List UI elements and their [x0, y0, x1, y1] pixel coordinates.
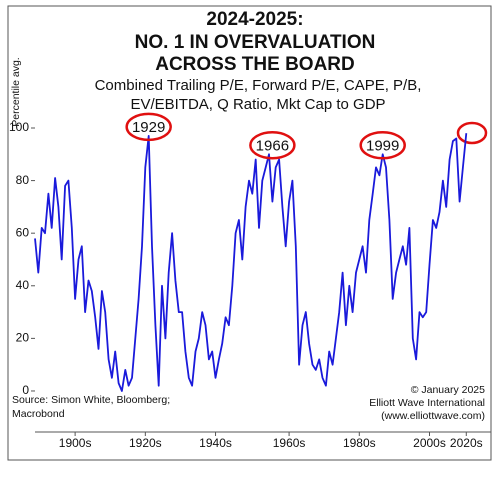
x-tick-label: 1960s	[273, 436, 306, 450]
title: 2024-2025:	[206, 9, 303, 30]
x-tick-label: 1980s	[343, 436, 376, 450]
annotation-label: 1999	[366, 137, 399, 154]
frame	[7, 5, 492, 461]
y-tick-label: 0	[22, 383, 29, 397]
y-tick-label: 60	[16, 225, 30, 239]
annotation-circle	[249, 131, 296, 160]
source: Macrobond	[12, 408, 65, 420]
y-tick-label: 100	[9, 120, 29, 134]
y-axis-label: Percentile avg.	[10, 57, 22, 126]
data-line	[34, 133, 468, 392]
y-tick-label: 20	[16, 331, 30, 345]
x-tick-label: 1940s	[199, 436, 232, 450]
annotation-label: 1966	[256, 137, 289, 154]
subtitle: EV/EBITDA, Q Ratio, Mkt Cap to GDP	[130, 96, 385, 113]
credit: Elliott Wave International	[369, 397, 485, 409]
x-tick-label: 1920s	[129, 436, 162, 450]
annotation-circle	[125, 112, 172, 142]
x-tick-label: 2020s	[450, 436, 483, 450]
y-tick-label: 40	[16, 278, 30, 292]
annotation-label: 1929	[132, 119, 165, 136]
subtitle: Combined Trailing P/E, Forward P/E, CAPE…	[95, 77, 422, 94]
highlight-circle	[456, 121, 488, 145]
credit: (www.elliottwave.com)	[381, 410, 485, 422]
source: Source: Simon White, Bloomberg;	[12, 394, 170, 406]
annotation-circle	[359, 131, 406, 160]
title: ACROSS THE BOARD	[155, 54, 355, 75]
title: NO. 1 IN OVERVALUATION	[135, 32, 376, 53]
x-tick-label: 1900s	[59, 436, 92, 450]
x-tick-label: 2000s	[413, 436, 446, 450]
y-tick-label: 80	[16, 173, 30, 187]
credit: © January 2025	[411, 384, 485, 396]
